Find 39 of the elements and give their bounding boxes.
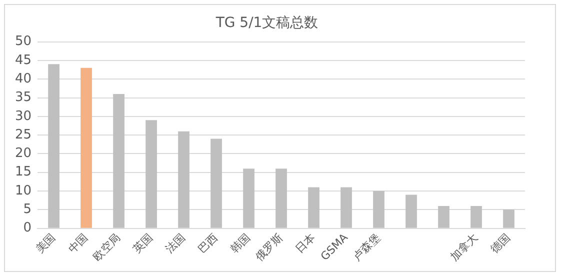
y-tick-label: 25 (14, 127, 32, 142)
bar (80, 68, 92, 228)
chart-title: TG 5/1文稿总数 (214, 15, 318, 32)
bar (276, 168, 287, 228)
bar (406, 194, 417, 228)
bar (373, 191, 384, 228)
bar (113, 94, 124, 228)
y-tick-label: 50 (14, 34, 32, 50)
y-tick-label: 5 (23, 202, 32, 218)
bar (340, 187, 352, 228)
x-tick-label: 加拿大 (448, 230, 480, 264)
y-tick-label: 15 (14, 164, 32, 180)
bar (243, 168, 254, 228)
bar (470, 206, 482, 228)
y-tick-label: 35 (14, 90, 32, 106)
y-tick-label: 0 (23, 220, 32, 236)
y-tick-label: 45 (14, 52, 32, 68)
bar (308, 187, 320, 228)
bar (146, 120, 157, 228)
y-tick-label: 40 (14, 71, 32, 86)
x-tick-label: 巴西 (196, 230, 220, 256)
x-tick-label: 韩国 (228, 230, 253, 256)
x-tick-label: 欧空局 (90, 230, 123, 264)
x-tick-label: 日本 (293, 230, 318, 256)
bar (503, 210, 514, 228)
x-tick-label: 中国 (66, 230, 90, 256)
bar (48, 64, 60, 228)
x-tick-label: 法国 (163, 230, 188, 256)
bar (178, 131, 190, 228)
x-tick-label: 俄罗斯 (252, 230, 286, 264)
y-tick-label: 20 (14, 146, 32, 162)
bar (210, 138, 222, 228)
x-tick-label: 卢森堡 (350, 230, 383, 264)
y-tick-label: 10 (14, 183, 32, 198)
y-tick-label: 30 (14, 108, 32, 124)
x-tick-label: 英国 (130, 230, 156, 256)
x-tick-label: 德国 (488, 230, 513, 256)
x-tick-label: 美国 (33, 230, 58, 256)
bar (438, 206, 450, 228)
